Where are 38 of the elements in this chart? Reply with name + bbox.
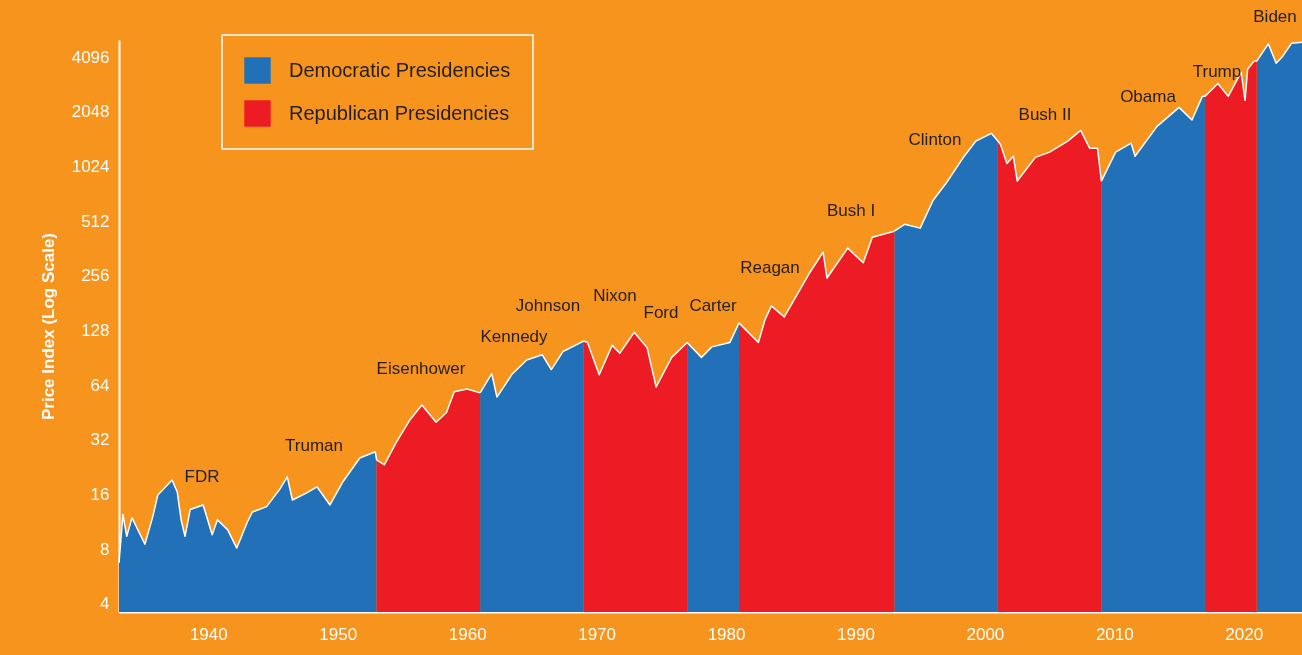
annotation: Nixon: [593, 286, 637, 305]
annotation: Bush I: [826, 201, 876, 220]
y-axis-title: Price Index (Log Scale): [38, 232, 58, 421]
x-tick-label: 2020: [1225, 624, 1264, 644]
annotation: Bush II: [1018, 105, 1072, 124]
annotation: Reagan: [740, 258, 800, 277]
y-tick-label: 64: [90, 375, 110, 395]
annotation: Kennedy: [480, 327, 549, 346]
legend-label: Republican Presidencies: [289, 101, 510, 124]
annotation: Johnson: [515, 296, 581, 315]
annotation: FDR: [184, 467, 220, 486]
x-tick-label: 1960: [448, 624, 487, 644]
x-tick-label: 2010: [1095, 624, 1134, 644]
x-tick-label: 2000: [966, 624, 1005, 644]
annotation: Carter: [689, 296, 737, 315]
y-tick-label: 8: [100, 539, 110, 559]
legend-label: Democratic Presidencies: [289, 58, 511, 81]
text: Biden: [1253, 7, 1297, 26]
y-tick-label: 4096: [71, 47, 110, 67]
y-tick-label: 128: [81, 320, 110, 340]
annotation: Ford: [643, 303, 679, 322]
annotation: Clinton: [908, 130, 962, 149]
y-tick-label: 256: [81, 266, 110, 286]
x-tick-label: 1980: [707, 624, 746, 644]
annotation: Truman: [285, 436, 343, 455]
x-tick-label: 1990: [837, 624, 875, 644]
x-tick-label: 1940: [189, 624, 228, 644]
annotation: Obama: [1120, 87, 1177, 106]
y-tick-label: 1024: [71, 157, 110, 177]
y-tick-label: 2048: [71, 102, 110, 122]
annotation: Eisenhower: [376, 359, 466, 378]
y-tick-label: 32: [90, 430, 110, 450]
x-tick-label: 1970: [578, 624, 617, 644]
y-tick-label: 512: [81, 211, 110, 231]
annotation: Trump: [1192, 62, 1242, 81]
y-tick-label: 16: [90, 484, 110, 504]
x-tick-label: 1950: [319, 624, 358, 644]
y-tick-label: 4: [100, 594, 110, 614]
